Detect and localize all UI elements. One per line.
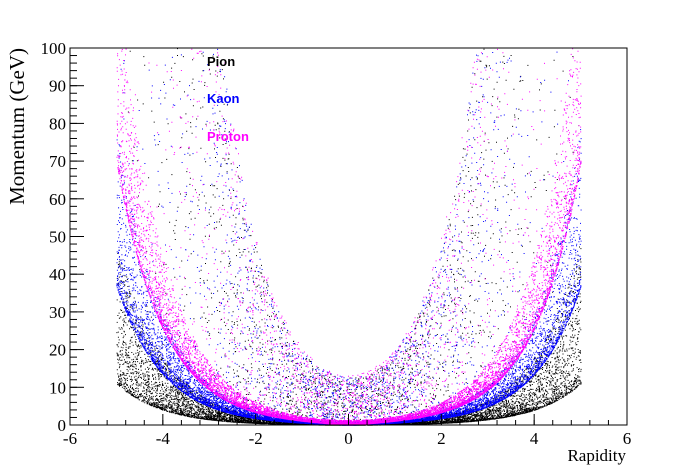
x-tick-label: 4 (530, 429, 539, 448)
y-tick-label: 60 (49, 190, 66, 209)
y-tick-label: 50 (49, 228, 66, 247)
y-tick-label: 80 (49, 114, 66, 133)
y-tick-label: 70 (49, 152, 66, 171)
y-tick-label: 90 (49, 77, 66, 96)
x-tick-label: 0 (344, 429, 353, 448)
legend-entry-pion: Pion (207, 54, 235, 69)
y-tick-label: 30 (49, 303, 66, 322)
y-tick-label: 0 (58, 416, 67, 435)
frame-background (70, 48, 627, 425)
x-tick-label: -6 (63, 429, 77, 448)
legend-entry-kaon: Kaon (207, 91, 240, 106)
x-tick-label: 2 (437, 429, 446, 448)
x-tick-label: -4 (156, 429, 171, 448)
y-tick-label: 20 (49, 341, 66, 360)
legend-entry-proton: Proton (207, 129, 249, 144)
y-axis-title: Momentum (GeV) (5, 48, 29, 205)
y-tick-label: 10 (49, 378, 66, 397)
x-axis-title: Rapidity (567, 446, 626, 465)
legend: Pion Kaon Proton (207, 54, 249, 144)
y-tick-label: 40 (49, 265, 66, 284)
x-tick-label: -2 (249, 429, 263, 448)
x-tick-label: 6 (623, 429, 632, 448)
y-tick-label: 100 (41, 39, 67, 58)
